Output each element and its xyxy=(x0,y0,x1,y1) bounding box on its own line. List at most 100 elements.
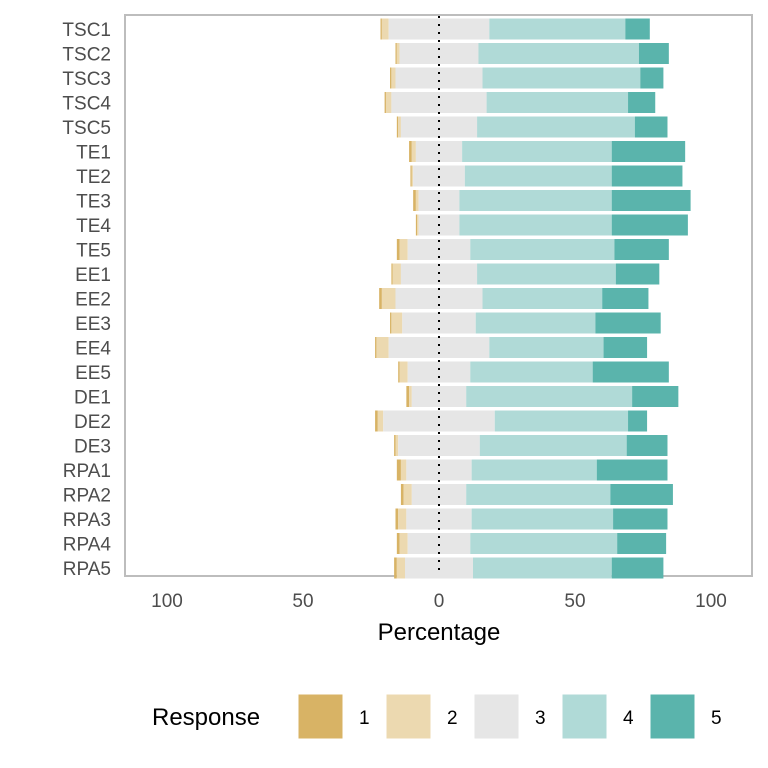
bar-segment-tsc2-response-5 xyxy=(638,43,669,64)
bar-segment-te1-response-1 xyxy=(409,141,412,162)
bar-segment-te1-response-4 xyxy=(462,141,612,162)
y-tick-label-ee4: EE4 xyxy=(75,339,111,360)
bar-segment-te1-response-3 xyxy=(415,141,463,162)
y-tick-label-de2: DE2 xyxy=(74,412,111,433)
bar-segment-ee5-response-2 xyxy=(399,361,408,383)
bar-segment-rpa5-response-4 xyxy=(473,557,612,579)
bar-segment-ee2-response-5 xyxy=(602,288,649,309)
bar-segment-de1-response-1 xyxy=(406,386,410,407)
bar-segment-tsc2-response-2 xyxy=(396,43,400,64)
bar-segment-te3-response-1 xyxy=(413,190,416,211)
bar-segment-rpa4-response-2 xyxy=(399,533,408,554)
y-tick-label-rpa5: RPA5 xyxy=(63,559,111,580)
bar-segment-de2-response-1 xyxy=(375,410,378,432)
bar-segment-tsc1-response-5 xyxy=(625,18,650,40)
bar-segment-te2-response-4 xyxy=(464,165,612,187)
x-tick-label: 0 xyxy=(434,591,445,612)
x-tick-label: 100 xyxy=(695,591,727,612)
bar-segment-ee3-response-2 xyxy=(391,312,403,334)
x-tick-label: 50 xyxy=(292,591,313,612)
bar-segment-rpa4-response-3 xyxy=(407,533,471,554)
bar-segment-te2-response-2 xyxy=(411,165,414,187)
y-tick-label-te3: TE3 xyxy=(76,192,111,213)
bar-segment-rpa4-response-1 xyxy=(396,533,400,554)
bar-segment-rpa4-response-4 xyxy=(470,533,618,554)
y-tick-label-tsc5: TSC5 xyxy=(62,118,111,139)
bar-row-tsc2 xyxy=(395,43,669,64)
bar-segment-ee2-response-2 xyxy=(381,288,396,309)
bar-segment-rpa2-response-1 xyxy=(400,484,404,505)
legend-key-4 xyxy=(561,693,608,740)
bar-segment-tsc1-response-3 xyxy=(388,18,490,40)
bar-segment-rpa1-response-4 xyxy=(471,459,597,481)
y-tick-label-rpa2: RPA2 xyxy=(63,486,111,507)
bar-segment-rpa3-response-1 xyxy=(395,508,399,530)
bar-row-tsc3 xyxy=(390,67,664,89)
bar-segment-rpa5-response-5 xyxy=(611,557,664,579)
bar-row-te3 xyxy=(413,190,691,211)
bar-segment-te5-response-4 xyxy=(470,239,615,260)
bar-segment-rpa2-response-4 xyxy=(466,484,611,505)
bar-segment-te5-response-2 xyxy=(399,239,408,260)
legend-key-3 xyxy=(473,693,520,740)
bar-segment-tsc4-response-1 xyxy=(384,92,386,113)
bar-segment-ee4-response-1 xyxy=(375,337,377,358)
legend-label-1: 1 xyxy=(359,708,370,729)
legend-label-3: 3 xyxy=(535,708,546,729)
bar-segment-tsc2-response-1 xyxy=(395,43,397,64)
bar-segment-ee5-response-3 xyxy=(407,361,471,383)
legend-key-5 xyxy=(649,693,696,740)
bar-row-rpa4 xyxy=(396,533,667,554)
y-tick-label-ee3: EE3 xyxy=(75,314,111,335)
bar-segment-te4-response-1 xyxy=(415,214,418,236)
bar-segment-rpa1-response-2 xyxy=(400,459,407,481)
y-tick-label-rpa4: RPA4 xyxy=(63,535,112,556)
y-tick-label-ee5: EE5 xyxy=(75,363,111,384)
bar-segment-te5-response-1 xyxy=(396,239,400,260)
bar-segment-de3-response-1 xyxy=(394,435,396,456)
bar-segment-ee5-response-1 xyxy=(398,361,400,383)
bar-segment-tsc5-response-1 xyxy=(396,116,399,138)
bar-row-rpa3 xyxy=(395,508,668,530)
y-tick-label-de1: DE1 xyxy=(74,388,111,409)
y-tick-label-ee1: EE1 xyxy=(75,265,111,286)
bar-segment-te4-response-2 xyxy=(417,214,419,236)
bar-row-tsc5 xyxy=(396,116,668,138)
bar-segment-te5-response-5 xyxy=(614,239,669,260)
bar-segment-ee1-response-4 xyxy=(477,263,616,285)
bar-row-te4 xyxy=(415,214,688,236)
bar-segment-ee1-response-2 xyxy=(392,263,401,285)
x-axis-tick-labels: 100 50 0 50 100 xyxy=(151,591,727,612)
y-tick-label-te1: TE1 xyxy=(76,143,111,164)
y-tick-label-tsc4: TSC4 xyxy=(62,94,111,115)
bar-segment-ee3-response-5 xyxy=(595,312,661,334)
bar-segment-rpa1-response-3 xyxy=(406,459,472,481)
y-tick-label-de3: DE3 xyxy=(74,437,111,458)
bar-segment-rpa1-response-1 xyxy=(396,459,401,481)
bar-segment-de3-response-5 xyxy=(626,435,668,456)
bar-segment-ee3-response-3 xyxy=(402,312,476,334)
bar-segment-ee4-response-5 xyxy=(603,337,648,358)
bar-segment-tsc1-response-2 xyxy=(381,18,389,40)
bar-row-te1 xyxy=(409,141,686,162)
bar-segment-tsc3-response-4 xyxy=(482,67,641,89)
x-tick-label: 100 xyxy=(151,591,183,612)
bar-row-ee2 xyxy=(379,288,649,309)
bar-segment-tsc4-response-5 xyxy=(628,92,656,113)
bar-segment-de2-response-3 xyxy=(383,410,495,432)
bar-segment-ee4-response-2 xyxy=(376,337,389,358)
bar-segment-rpa3-response-5 xyxy=(613,508,668,530)
bar-segment-tsc5-response-4 xyxy=(477,116,635,138)
y-tick-label-rpa1: RPA1 xyxy=(63,461,111,482)
bar-segment-rpa2-response-5 xyxy=(610,484,673,505)
bar-segment-te1-response-2 xyxy=(411,141,416,162)
bar-segment-de3-response-3 xyxy=(398,435,480,456)
y-tick-label-rpa3: RPA3 xyxy=(63,510,111,531)
bar-segment-ee5-response-5 xyxy=(592,361,669,383)
bar-segment-te2-response-1 xyxy=(410,165,412,187)
y-tick-label-tsc2: TSC2 xyxy=(62,45,111,66)
y-axis-tick-labels: TSC1 TSC2 TSC3 TSC4 TSC5 TE1 TE2 TE3 TE4 TE5 EE1 EE… xyxy=(62,20,111,580)
bar-row-rpa2 xyxy=(400,484,673,505)
y-tick-label-te4: TE4 xyxy=(76,216,111,237)
